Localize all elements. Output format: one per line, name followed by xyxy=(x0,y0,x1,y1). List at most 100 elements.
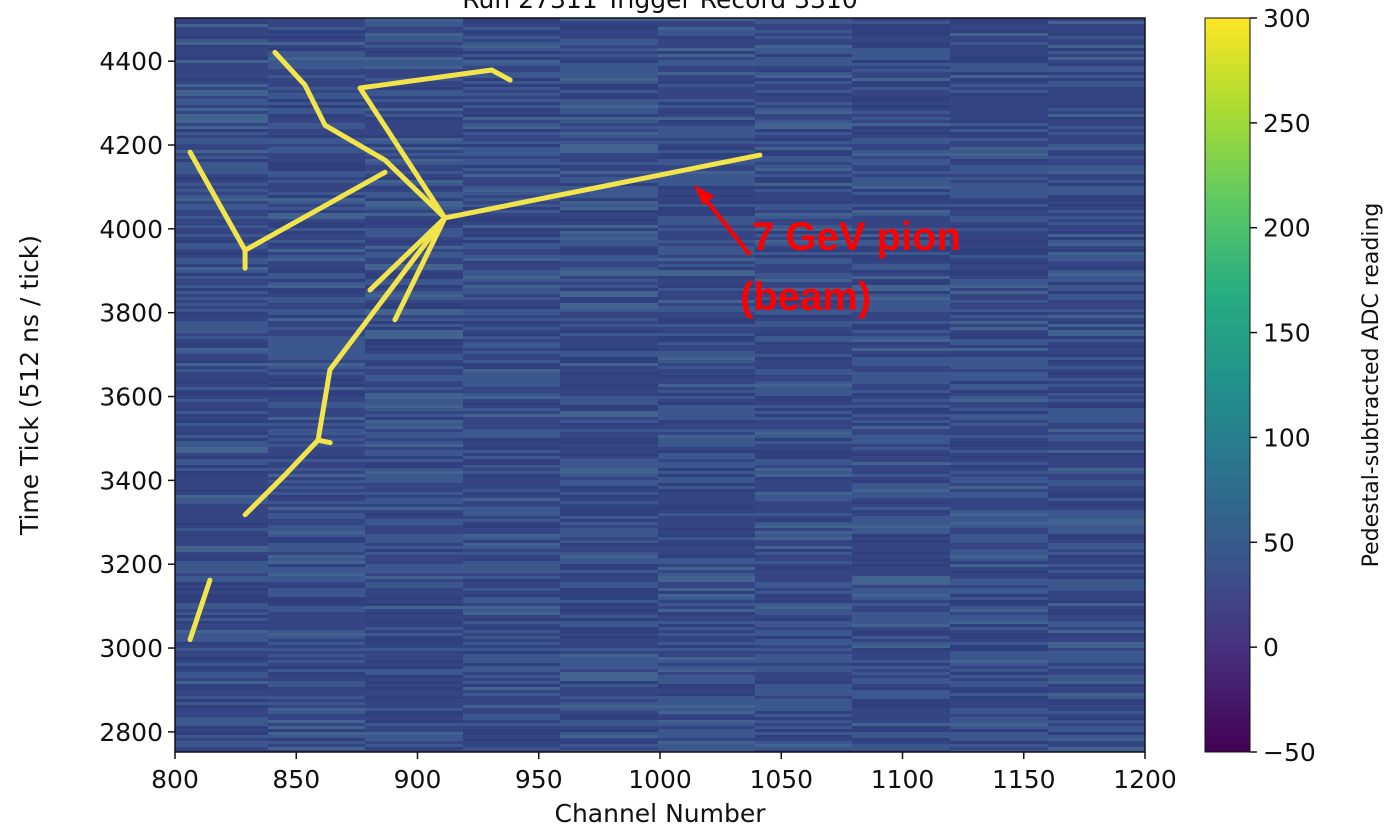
noise-row xyxy=(658,72,755,75)
noise-row xyxy=(268,387,365,390)
noise-row xyxy=(755,39,852,42)
noise-row xyxy=(852,720,950,723)
noise-row xyxy=(463,468,560,471)
noise-row xyxy=(755,489,852,492)
noise-row xyxy=(560,387,658,390)
noise-row xyxy=(950,39,1048,42)
noise-row xyxy=(755,648,852,651)
noise-row xyxy=(852,624,950,627)
noise-row xyxy=(852,675,950,678)
noise-row xyxy=(268,153,365,156)
noise-row xyxy=(175,342,268,345)
noise-row xyxy=(175,660,268,663)
noise-row xyxy=(852,696,950,699)
noise-row xyxy=(560,609,658,612)
noise-row xyxy=(365,453,463,456)
noise-row xyxy=(463,420,560,423)
noise-row xyxy=(560,420,658,423)
noise-row xyxy=(463,129,560,132)
x-tick-label: 1100 xyxy=(871,765,935,794)
noise-row xyxy=(1048,63,1145,66)
noise-row xyxy=(1048,87,1145,90)
noise-row xyxy=(950,399,1048,402)
noise-row xyxy=(950,411,1048,414)
noise-row xyxy=(950,42,1048,45)
noise-row xyxy=(852,201,950,204)
noise-row xyxy=(463,351,560,354)
noise-row xyxy=(463,57,560,60)
noise-row xyxy=(852,195,950,198)
noise-row xyxy=(755,525,852,528)
noise-row xyxy=(560,132,658,135)
noise-row xyxy=(1048,30,1145,33)
noise-row xyxy=(658,645,755,648)
noise-row xyxy=(950,51,1048,54)
noise-row xyxy=(463,87,560,90)
noise-row xyxy=(852,714,950,717)
noise-row xyxy=(852,69,950,72)
noise-row xyxy=(950,708,1048,711)
noise-row xyxy=(560,534,658,537)
noise-row xyxy=(950,402,1048,405)
noise-row xyxy=(950,264,1048,267)
noise-row xyxy=(658,411,755,414)
noise-row xyxy=(658,33,755,36)
noise-row xyxy=(365,573,463,576)
noise-row xyxy=(755,570,852,573)
noise-row xyxy=(658,63,755,66)
noise-row xyxy=(852,519,950,522)
noise-row xyxy=(755,411,852,414)
noise-row xyxy=(1048,639,1145,642)
noise-row xyxy=(950,300,1048,303)
noise-row xyxy=(852,582,950,585)
noise-row xyxy=(658,345,755,348)
noise-row xyxy=(755,414,852,417)
noise-row xyxy=(1048,555,1145,558)
noise-row xyxy=(463,408,560,411)
noise-row xyxy=(463,387,560,390)
noise-row xyxy=(463,366,560,369)
noise-row xyxy=(560,69,658,72)
noise-row xyxy=(852,543,950,546)
noise-row xyxy=(950,30,1048,33)
noise-row xyxy=(658,39,755,42)
noise-row xyxy=(268,663,365,666)
noise-row xyxy=(560,315,658,318)
noise-row xyxy=(658,327,755,330)
noise-row xyxy=(755,129,852,132)
noise-row xyxy=(755,705,852,708)
noise-row xyxy=(950,255,1048,258)
noise-row xyxy=(852,633,950,636)
noise-row xyxy=(560,654,658,657)
noise-row xyxy=(463,573,560,576)
noise-row xyxy=(852,27,950,30)
noise-row xyxy=(755,267,852,270)
noise-row xyxy=(175,315,268,318)
noise-row xyxy=(658,333,755,336)
noise-row xyxy=(852,114,950,117)
noise-row xyxy=(463,267,560,270)
noise-row xyxy=(175,561,268,564)
noise-row xyxy=(268,399,365,402)
noise-row xyxy=(755,384,852,387)
noise-row xyxy=(852,51,950,54)
noise-row xyxy=(268,528,365,531)
x-tick-label: 1050 xyxy=(749,765,813,794)
noise-row xyxy=(268,84,365,87)
noise-row xyxy=(463,165,560,168)
noise-row xyxy=(1048,234,1145,237)
noise-row xyxy=(560,252,658,255)
noise-row xyxy=(175,516,268,519)
noise-row xyxy=(175,99,268,102)
noise-row xyxy=(463,39,560,42)
noise-row xyxy=(755,543,852,546)
noise-row xyxy=(755,645,852,648)
noise-row xyxy=(950,219,1048,222)
noise-row xyxy=(755,195,852,198)
noise-row xyxy=(463,588,560,591)
noise-row xyxy=(1048,147,1145,150)
noise-row xyxy=(463,228,560,231)
noise-row xyxy=(560,501,658,504)
noise-row xyxy=(1048,591,1145,594)
noise-row xyxy=(175,489,268,492)
